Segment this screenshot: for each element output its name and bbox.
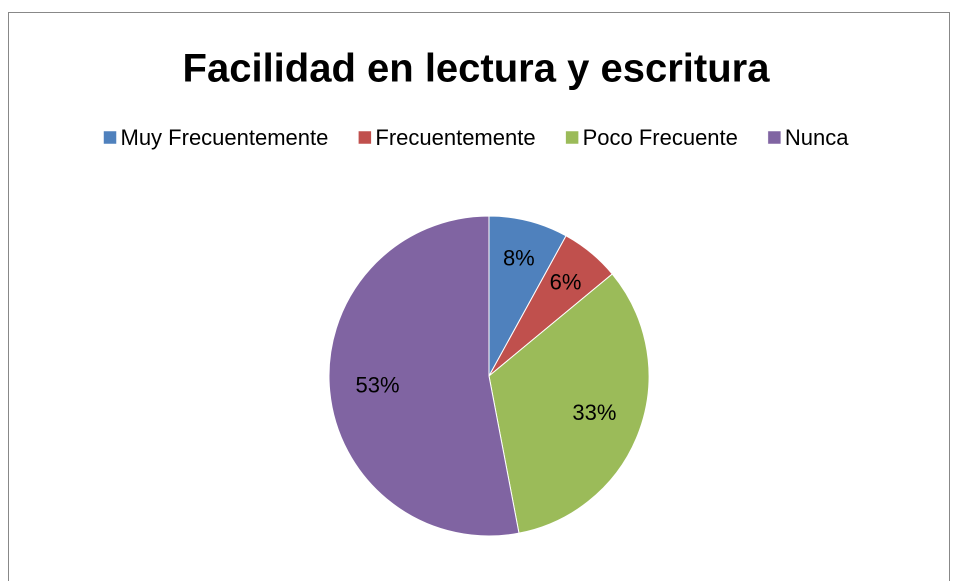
pie-slice — [328, 215, 520, 537]
legend-label: Poco Frecuente — [583, 125, 738, 150]
legend-label: Muy Frecuentemente — [121, 125, 329, 150]
data-label: 8% — [503, 246, 535, 271]
legend-swatch — [103, 130, 117, 145]
legend-swatch — [565, 130, 579, 145]
chart-title: Facilidad en lectura y escritura — [183, 47, 771, 91]
data-label: 53% — [355, 372, 399, 397]
legend-label: Frecuentemente — [375, 125, 535, 150]
data-label: 33% — [572, 400, 616, 425]
data-label: 6% — [550, 269, 582, 294]
legend-swatch — [767, 130, 782, 145]
legend-swatch — [358, 130, 372, 145]
pie-slice — [488, 273, 650, 534]
legend-label: Nunca — [785, 125, 849, 150]
